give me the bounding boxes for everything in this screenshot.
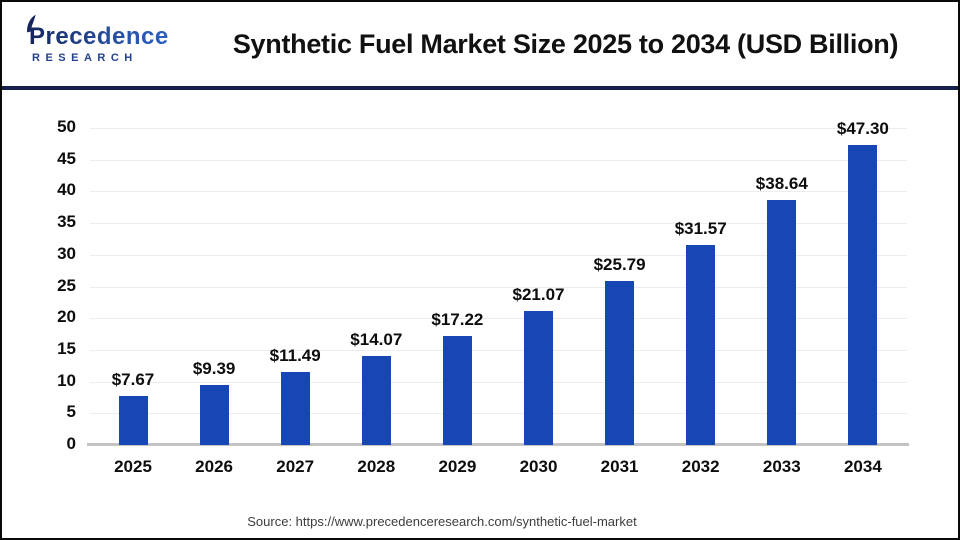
bar-value-label: $47.30 <box>836 119 889 139</box>
bar-2033 <box>767 200 797 445</box>
y-axis-tick-label: 35 <box>57 212 76 232</box>
header: Precedence RESEARCH Synthetic Fuel Marke… <box>2 2 958 90</box>
bar-value-label: $25.79 <box>593 255 646 275</box>
y-axis-tick-label: 45 <box>57 148 76 168</box>
x-axis-year-label: 2031 <box>600 457 639 476</box>
bar-value-label: $17.22 <box>431 309 484 329</box>
brand-name: Precedence <box>29 24 207 49</box>
source-attribution: Source: https://www.precedenceresearch.c… <box>247 514 637 529</box>
y-gridline <box>90 191 907 193</box>
x-axis-year-label: 2030 <box>519 457 558 476</box>
y-gridline <box>90 223 907 225</box>
x-axis-year-label: 2028 <box>357 457 396 476</box>
y-axis-tick-label: 10 <box>57 370 76 390</box>
x-axis-year-label: 2029 <box>438 457 477 476</box>
x-axis-year-label: 2027 <box>276 457 315 476</box>
bar-value-label: $7.67 <box>111 370 155 390</box>
x-axis-line <box>87 443 909 446</box>
y-axis-tick-label: 40 <box>57 180 76 200</box>
bar-2031 <box>605 281 635 445</box>
y-gridline <box>90 286 907 288</box>
y-gridline <box>90 128 907 129</box>
bar-chart: 0 5 10 15 20 25 30 35 40 45 50 $7.67 2025 $9.39 2026 $1… <box>2 92 958 512</box>
bar-2027 <box>280 372 310 445</box>
x-axis-year-label: 2034 <box>843 457 882 476</box>
bar-value-label: $11.49 <box>269 346 321 366</box>
bar-2032 <box>686 244 716 445</box>
y-axis-tick-label: 25 <box>57 275 76 295</box>
y-gridline <box>90 349 907 351</box>
y-gridline <box>90 413 907 415</box>
bar-2026 <box>199 385 229 445</box>
brand-logo: Precedence RESEARCH <box>2 14 207 65</box>
y-axis-tick-label: 5 <box>66 402 76 422</box>
y-axis-tick-label: 0 <box>66 434 76 453</box>
y-gridline <box>90 381 907 383</box>
x-axis-year-label: 2025 <box>114 457 152 476</box>
bar-value-label: $38.64 <box>755 174 808 194</box>
bar-2028 <box>361 355 391 445</box>
x-axis-year-label: 2033 <box>762 457 801 476</box>
bar-2034 <box>848 145 878 445</box>
chart-title: Synthetic Fuel Market Size 2025 to 2034 … <box>232 28 899 59</box>
leaf-icon <box>22 14 41 39</box>
y-gridline <box>90 318 907 320</box>
bar-value-label: $31.57 <box>674 218 727 238</box>
bar-2029 <box>442 335 472 445</box>
y-axis-tick-label: 50 <box>57 117 76 136</box>
bar-2025 <box>118 396 148 445</box>
bar-value-label: $14.07 <box>350 329 403 349</box>
bar-2030 <box>524 311 553 445</box>
x-axis-year-label: 2032 <box>681 457 720 476</box>
y-axis-tick-label: 20 <box>57 307 76 327</box>
y-axis-tick-label: 30 <box>57 243 76 263</box>
bar-value-label: $9.39 <box>192 359 236 379</box>
bar-value-label: $21.07 <box>512 285 565 305</box>
y-gridline <box>90 159 907 161</box>
y-axis-tick-label: 15 <box>57 338 76 358</box>
y-gridline <box>90 254 907 256</box>
brand-subtitle: RESEARCH <box>32 52 138 65</box>
x-axis-year-label: 2026 <box>195 457 233 476</box>
